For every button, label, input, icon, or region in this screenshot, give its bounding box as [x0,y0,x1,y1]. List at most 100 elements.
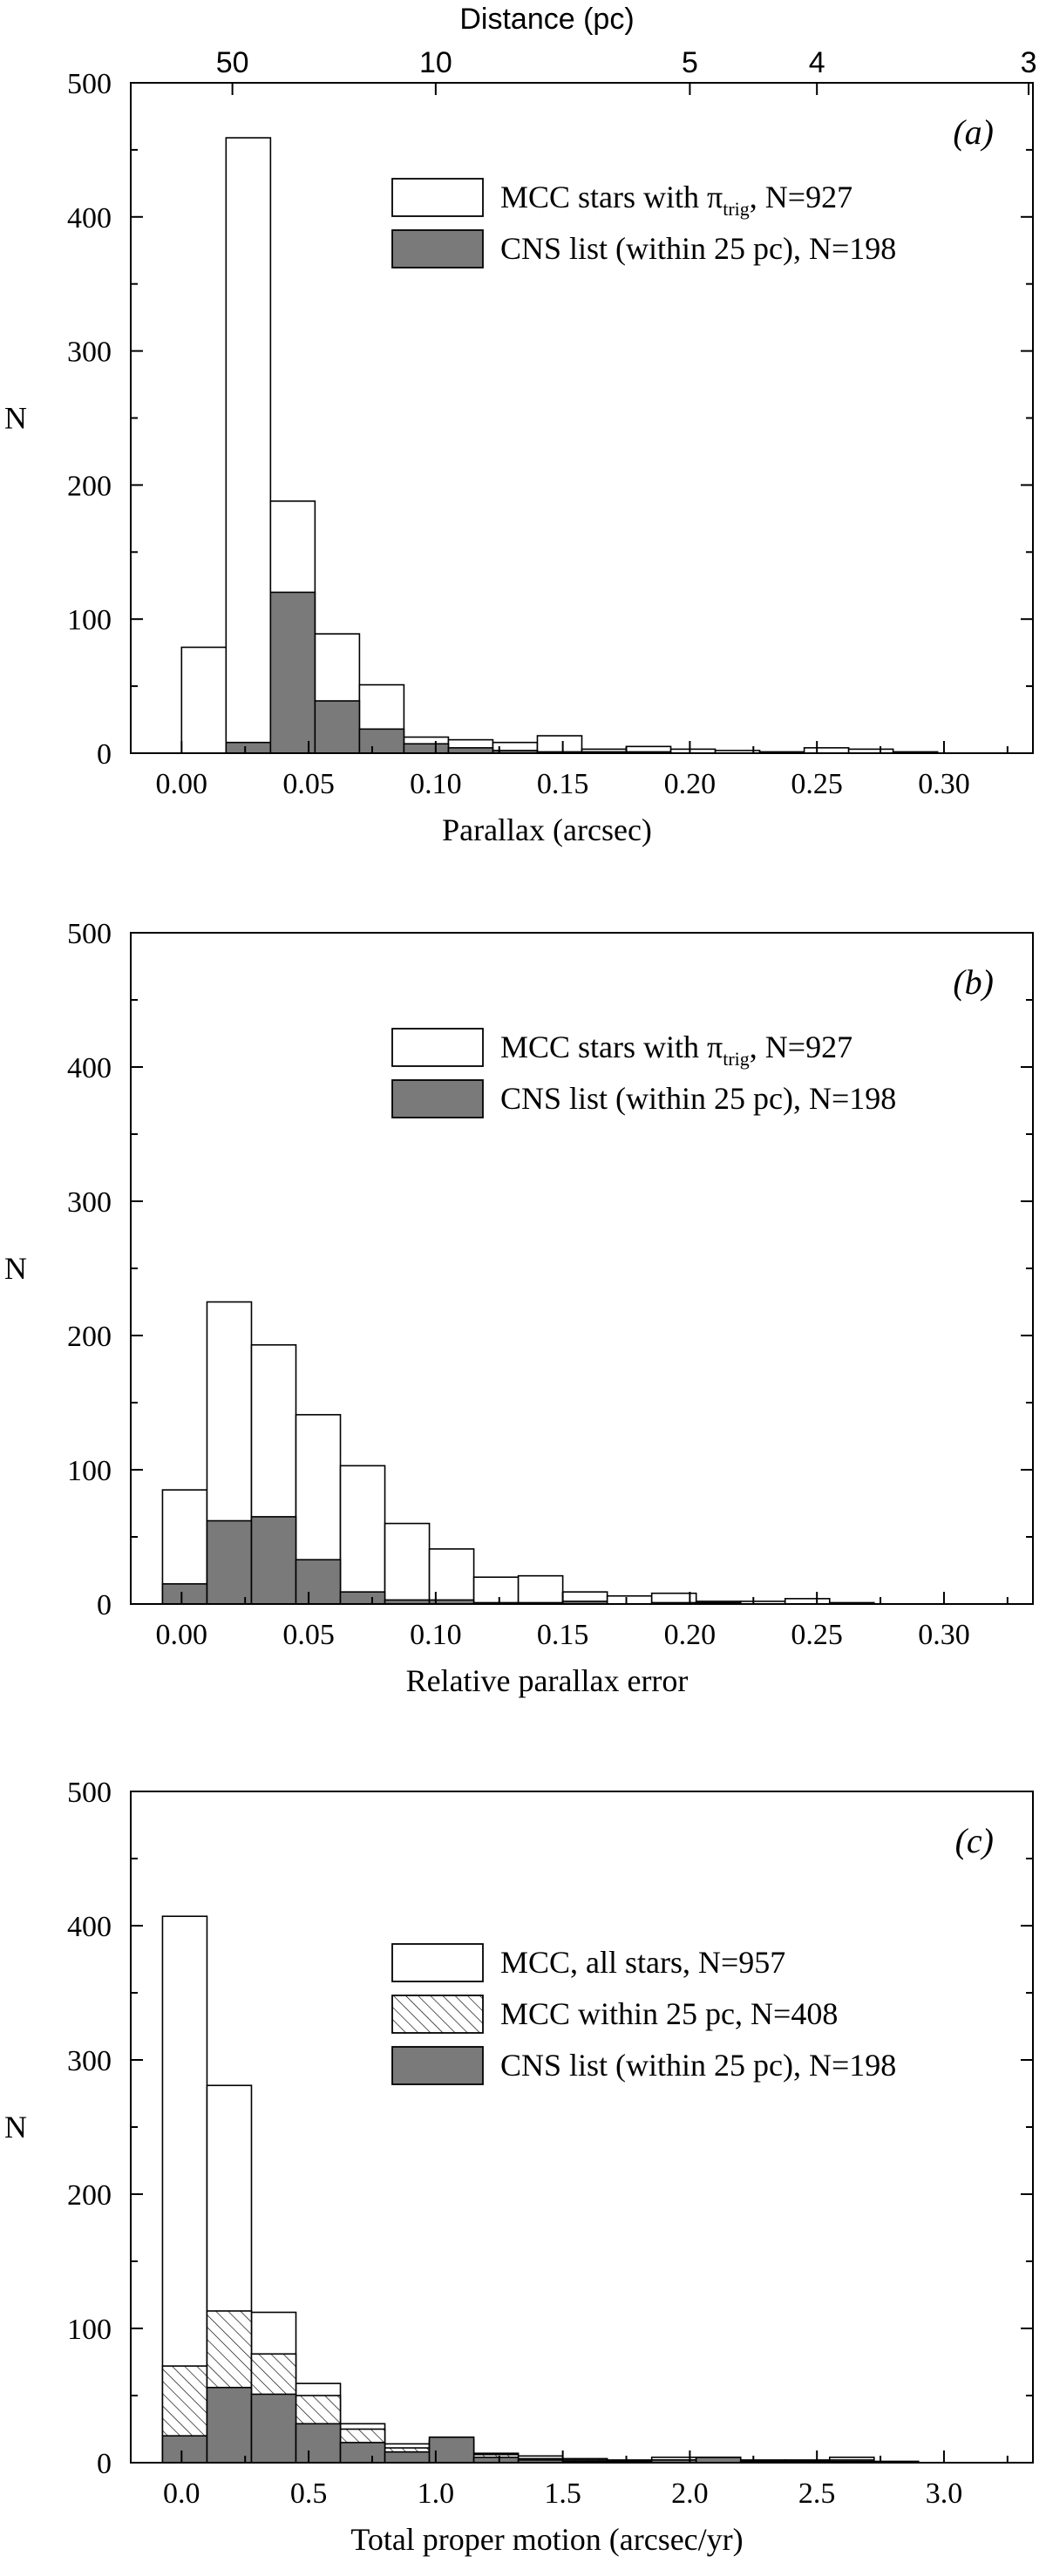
series-filled [161,1516,742,1605]
legend-label-main: MCC, all stars, N=957 [500,1945,785,1980]
top-tick-label: 4 [809,46,825,79]
bar [161,2435,208,2464]
y-axis-label: N [4,1251,27,1286]
panel-b: 0 100 200 300 400 500 0.00 0.05 0.10 0.15 0.20 0.25… [4,918,1034,1698]
bar [250,2393,297,2464]
x-tick-label: 0.30 [918,768,970,800]
x-tick-label: 0.20 [664,768,717,800]
legend-swatch-filled [391,2046,484,2085]
legend-swatch-open [391,1028,484,1067]
x-tick-label: 2.5 [798,2477,836,2510]
bar [517,1574,564,1605]
legend-label: MCC within 25 pc, N=408 [500,1996,838,2031]
y-tick-label: 500 [67,68,112,100]
y-tick-label: 100 [67,604,112,636]
legend-label: MCC stars with πtrig, N=927 [500,180,852,220]
legend-label: CNS list (within 25 pc), N=198 [500,2048,896,2083]
x-axis-label: Relative parallax error [406,1663,689,1698]
top-tick-label: 50 [216,46,249,79]
y-tick-label: 300 [67,2045,112,2077]
y-tick-label: 100 [67,1455,112,1487]
bar [339,1465,386,1605]
x-tick-label: 0.25 [791,1619,843,1651]
bar [161,1583,208,1605]
bar [472,1576,520,1605]
legend-swatch-filled [391,229,484,268]
bar [206,2386,253,2464]
top-tick-label: 5 [682,46,698,79]
x-tick-label: 0.25 [791,768,843,800]
bar [384,2450,431,2464]
bar [295,1559,342,1605]
legend: MCC stars with πtrig, N=927 CNS list (wit… [391,1028,896,1118]
bar [358,728,405,754]
y-axis-label: N [4,401,27,436]
series-filled [225,591,672,754]
legend-label-suffix: , N=927 [750,1030,852,1064]
legend-label: MCC, all stars, N=957 [500,1945,785,1980]
legend-label: CNS list (within 25 pc), N=198 [500,231,896,266]
y-tick-label: 500 [67,918,112,950]
x-tick-label: 0.20 [664,1619,717,1651]
legend: MCC, all stars, N=957 MCC within 25 pc, N… [391,1943,896,2085]
legend-label-main: MCC stars with π [500,180,723,214]
top-tick-label: 3 [1021,46,1037,79]
x-axis-label: Total proper motion (arcsec/yr) [350,2522,743,2557]
x-tick-label: 0.05 [282,768,335,800]
series-filled [161,2386,875,2464]
legend-swatch-open [391,1943,484,1982]
y-tick-label: 200 [67,470,112,502]
bar [314,700,361,754]
bar [403,743,450,754]
x-tick-label: 0.10 [410,1619,462,1651]
x-tick-label: 0.00 [156,768,208,800]
y-tick-label: 400 [67,1052,112,1084]
bar [269,591,316,754]
legend: MCC stars with πtrig, N=927 CNS list (wit… [391,178,896,268]
y-tick-label: 300 [67,1186,112,1219]
x-tick-label: 0.5 [290,2477,328,2510]
x-tick-label: 0.05 [282,1619,335,1651]
bar [250,1516,297,1605]
y-axis-label: N [4,2110,27,2144]
bar [339,1591,386,1605]
legend-swatch-open [391,178,484,217]
panel-a: 0 100 200 300 400 500 0.00 0.05 0.10 0.15 0.20 0.25… [4,3,1037,847]
top-tick-label: 10 [419,46,452,79]
legend-label-subscript: trig [723,1048,750,1070]
y-tick-label: 300 [67,336,112,369]
y-tick-label: 100 [67,2314,112,2346]
legend-swatch-hatched [391,1995,484,2034]
panel-c: 0 100 200 300 400 500 0.0 0.5 1.0 1.5 2.0 2.5 3.0 Tot… [4,1777,1034,2557]
x-tick-label: 0.30 [918,1619,970,1651]
legend-label-main: CNS list (within 25 pc), N=198 [500,1081,896,1116]
bar [180,646,228,754]
bar [428,1548,475,1605]
y-tick-label: 0 [97,2448,112,2480]
bar [206,1519,253,1605]
y-tick-label: 200 [67,2179,112,2212]
bar [225,741,272,754]
bar [295,2423,342,2464]
x-tick-label: 0.10 [410,768,462,800]
top-axis-label: Distance (pc) [459,3,634,36]
x-axis-label: Parallax (arcsec) [442,812,652,847]
y-tick-label: 0 [97,738,112,771]
panel-label: (a) [953,112,994,152]
x-tick-label: 0.0 [163,2477,200,2510]
legend-label: MCC stars with πtrig, N=927 [500,1030,852,1070]
legend-label-main: MCC stars with π [500,1030,723,1064]
legend-label: CNS list (within 25 pc), N=198 [500,1081,896,1116]
x-tick-label: 1.5 [544,2477,581,2510]
legend-label-main: MCC within 25 pc, N=408 [500,1996,838,2031]
legend-label-subscript: trig [723,198,750,220]
x-tick-label: 0.15 [537,768,589,800]
y-tick-label: 200 [67,1321,112,1353]
bar [536,735,583,754]
x-tick-label: 1.0 [418,2477,455,2510]
bar [339,2442,386,2464]
y-tick-label: 400 [67,202,112,234]
panel-label: (c) [955,1821,994,1860]
bar [384,1522,431,1605]
